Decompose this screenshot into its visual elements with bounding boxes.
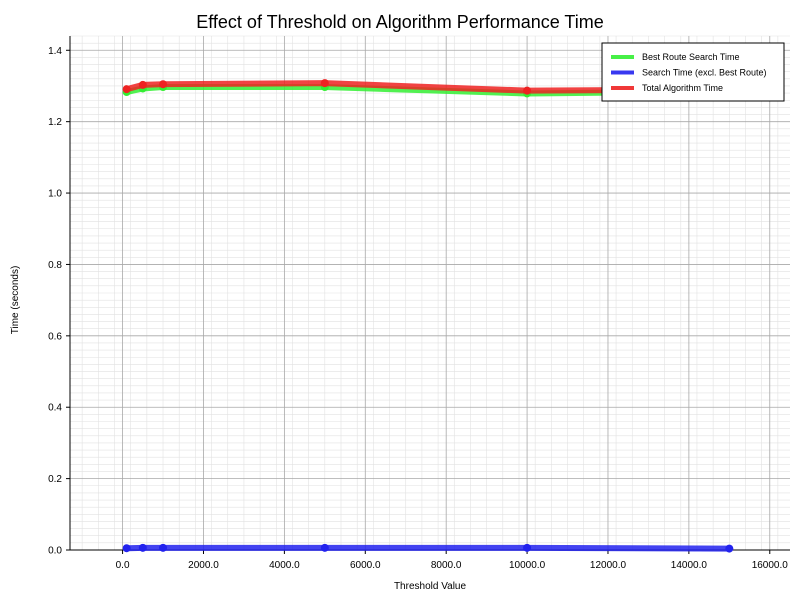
y-tick-label: 0.0 [48, 546, 62, 557]
series-1 [122, 543, 734, 553]
series-2 [122, 79, 734, 95]
x-tick-label: 8000.0 [431, 560, 462, 571]
data-point [523, 543, 532, 552]
legend-label: Total Algorithm Time [642, 83, 723, 93]
minor-grid [70, 35, 790, 550]
y-tick-label: 0.2 [48, 474, 62, 485]
x-tick-label: 0.0 [116, 560, 130, 571]
x-tick-label: 6000.0 [350, 560, 381, 571]
y-tick-label: 1.0 [48, 189, 62, 200]
y-axis-label: Time (seconds) [10, 266, 21, 335]
y-tick-label: 0.6 [48, 331, 62, 342]
data-point [122, 85, 131, 94]
x-tick-label: 16000.0 [752, 560, 789, 571]
legend: Best Route Search Time Search Time (excl.… [601, 42, 785, 102]
data-point [523, 86, 532, 95]
x-tick-label: 14000.0 [671, 560, 708, 571]
chart-title: Effect of Threshold on Algorithm Perform… [196, 12, 604, 32]
data-point [320, 79, 329, 88]
x-tick-label: 12000.0 [590, 560, 627, 571]
data-point [725, 544, 734, 553]
data-point [122, 544, 131, 553]
data-point [320, 543, 329, 552]
series-line [123, 544, 733, 552]
legend-label: Best Route Search Time [642, 52, 740, 62]
y-tick-label: 0.4 [48, 403, 62, 414]
data-point [138, 543, 147, 552]
legend-label: Search Time (excl. Best Route) [642, 68, 767, 78]
data-point [159, 543, 168, 552]
y-tick-label: 0.8 [48, 260, 62, 271]
x-axis-label: Threshold Value [394, 581, 467, 592]
y-tick-label: 1.2 [48, 117, 62, 128]
x-tick-label: 4000.0 [269, 560, 300, 571]
data-point [159, 80, 168, 89]
legend-box [601, 42, 785, 102]
y-tick-label: 1.4 [48, 46, 62, 57]
x-tick-label: 10000.0 [509, 560, 546, 571]
x-tick-label: 2000.0 [188, 560, 219, 571]
data-point [138, 80, 147, 89]
